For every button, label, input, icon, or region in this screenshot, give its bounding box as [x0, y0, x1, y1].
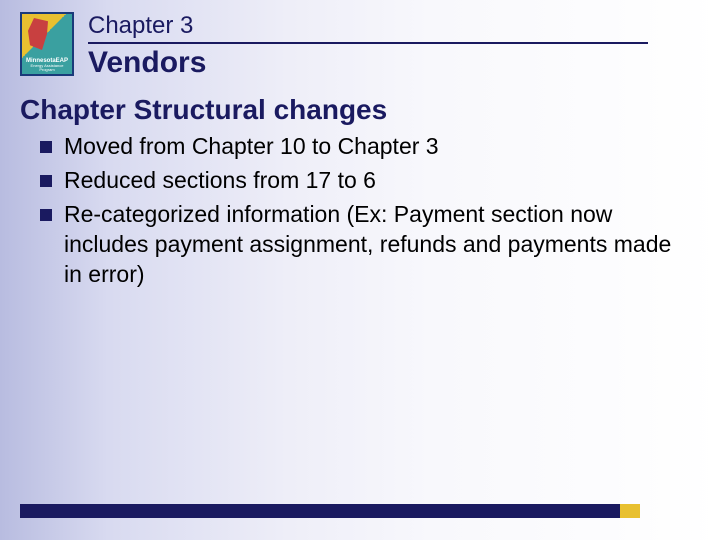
section-heading: Chapter Structural changes: [0, 80, 720, 132]
list-item: Re-categorized information (Ex: Payment …: [40, 200, 680, 290]
bullet-list: Moved from Chapter 10 to Chapter 3 Reduc…: [0, 132, 720, 289]
square-bullet-icon: [40, 209, 52, 221]
chapter-title: Vendors: [88, 46, 700, 80]
bullet-text: Re-categorized information (Ex: Payment …: [64, 200, 680, 290]
logo-subtext: Energy Assistance Program: [24, 64, 70, 72]
minnesota-eap-logo: MinnesotaEAP Energy Assistance Program: [20, 12, 74, 76]
slide-header: MinnesotaEAP Energy Assistance Program C…: [0, 0, 720, 80]
list-item: Reduced sections from 17 to 6: [40, 166, 680, 196]
list-item: Moved from Chapter 10 to Chapter 3: [40, 132, 680, 162]
title-block: Chapter 3 Vendors: [88, 12, 700, 80]
bullet-text: Reduced sections from 17 to 6: [64, 166, 376, 196]
square-bullet-icon: [40, 141, 52, 153]
square-bullet-icon: [40, 175, 52, 187]
footer-accent-bar: [20, 504, 620, 518]
chapter-label: Chapter 3: [88, 12, 648, 44]
bullet-text: Moved from Chapter 10 to Chapter 3: [64, 132, 439, 162]
